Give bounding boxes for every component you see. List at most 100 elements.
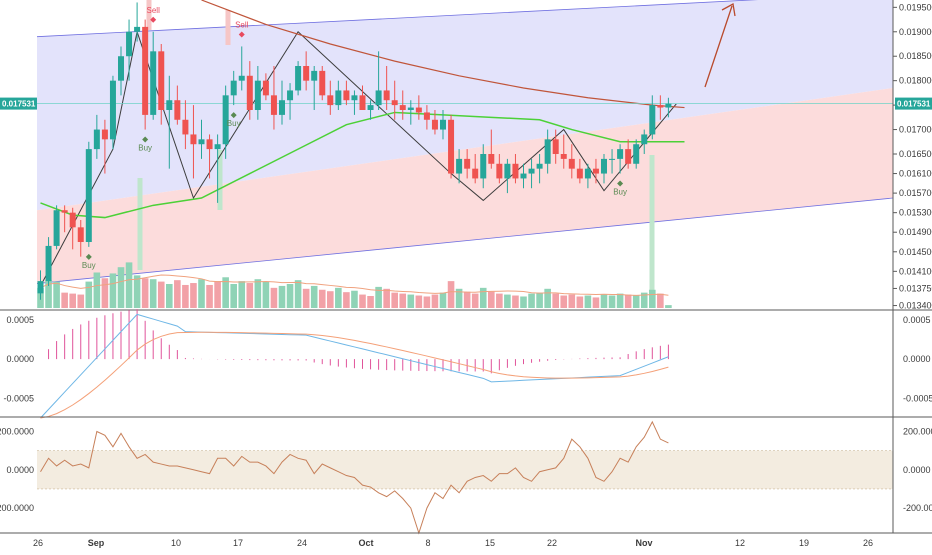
volume-bar xyxy=(576,296,584,308)
candle-body xyxy=(657,105,664,108)
candle-body xyxy=(665,103,672,108)
time-axis-label: Nov xyxy=(635,538,652,548)
volume-bar xyxy=(407,294,415,308)
volume-bar xyxy=(496,293,503,308)
cci-tick-label-left: 200.0000 xyxy=(0,426,34,436)
volume-bar xyxy=(544,288,551,308)
candle-body xyxy=(576,168,583,179)
volume-bar xyxy=(391,292,398,308)
time-axis-label: 8 xyxy=(425,538,430,548)
macd-tick-label-left: 0.0000 xyxy=(6,354,34,364)
volume-bar xyxy=(149,279,157,308)
last-price-label-left: 0.017531 xyxy=(2,100,36,109)
buy-label: Buy xyxy=(138,144,152,153)
sell-diamond-icon xyxy=(150,16,157,23)
candle-body xyxy=(568,158,575,169)
volume-bar xyxy=(528,293,535,308)
candle-body xyxy=(319,70,326,96)
candle-body xyxy=(311,70,318,81)
time-axis-label: 26 xyxy=(33,538,43,548)
candle-body xyxy=(351,95,358,101)
volume-bar xyxy=(439,292,447,308)
volume-bar xyxy=(560,295,568,308)
sell-label: Sell xyxy=(147,6,161,15)
buy-signal-marker: Buy xyxy=(82,253,96,270)
candle-body xyxy=(246,75,253,110)
cci-tick-label-left: -200.0000 xyxy=(0,503,34,513)
buy-diamond-icon xyxy=(230,112,237,119)
candle-body xyxy=(367,105,374,110)
volume-bar xyxy=(431,294,439,308)
candle-body xyxy=(69,212,76,228)
volume-bar xyxy=(447,281,455,308)
candle-body xyxy=(45,245,52,282)
volume-bar xyxy=(190,283,197,308)
candle-body xyxy=(496,163,503,179)
buy-diamond-icon xyxy=(142,136,149,143)
volume-bar xyxy=(85,281,93,308)
volume-bar xyxy=(399,293,407,308)
volume-bar xyxy=(246,283,254,308)
volume-bar xyxy=(93,272,101,308)
volume-bar xyxy=(665,305,672,308)
volume-bar xyxy=(608,295,616,308)
volume-bar xyxy=(198,279,205,308)
candle-body xyxy=(327,95,334,106)
volume-bar xyxy=(286,284,294,308)
volume-bar xyxy=(351,290,358,308)
volume-bar xyxy=(125,262,133,308)
candle-body xyxy=(238,75,245,81)
candle-body xyxy=(488,154,495,164)
volume-bar xyxy=(318,289,326,308)
candle-body xyxy=(222,95,229,145)
cci-tick-label-right: 0.0000 xyxy=(903,465,931,475)
volume-bar xyxy=(375,286,382,308)
time-axis-label: Oct xyxy=(358,538,373,548)
cci-pane[interactable] xyxy=(0,416,932,535)
volume-bar xyxy=(61,292,68,308)
candle-body xyxy=(206,139,213,150)
macd-pane[interactable] xyxy=(0,309,932,419)
volume-bar xyxy=(335,287,342,308)
volume-bar xyxy=(616,293,624,308)
candle-body xyxy=(633,144,640,164)
moving-average-red xyxy=(201,0,685,109)
candle-body xyxy=(126,31,133,57)
macd-tick-label-right: 0.0000 xyxy=(903,354,931,364)
buy-diamond-icon xyxy=(85,253,92,260)
volume-bar xyxy=(53,281,60,308)
volume-bar xyxy=(455,288,463,308)
volume-bar xyxy=(117,267,125,308)
volume-bar xyxy=(568,294,576,308)
volume-bar xyxy=(294,280,302,308)
volume-bar xyxy=(69,293,76,308)
volume-bar xyxy=(479,287,487,308)
buy-label: Buy xyxy=(227,119,241,128)
candle-body xyxy=(456,158,463,174)
cci-tick-label-right: -200.0000 xyxy=(903,503,932,513)
volume-bar xyxy=(77,294,85,308)
volume-bar xyxy=(383,288,390,308)
sell-signal-bar xyxy=(146,0,152,30)
volume-bar xyxy=(423,296,431,308)
volume-bar xyxy=(310,285,318,308)
volume-bar xyxy=(504,294,511,308)
buy-label: Buy xyxy=(82,261,96,270)
candle-body xyxy=(617,149,624,159)
price-pane[interactable]: SellSellSellBuyBuyBuyBuy xyxy=(36,0,894,308)
candle-body xyxy=(399,105,406,110)
volume-bar xyxy=(584,295,592,308)
forecast-arrow-line xyxy=(704,5,733,88)
volume-bar xyxy=(327,291,334,308)
candle-body xyxy=(464,158,471,169)
cci-tick-label-left: 0.0000 xyxy=(6,465,34,475)
volume-bar xyxy=(649,289,656,308)
candle-body xyxy=(560,154,567,159)
volume-bar xyxy=(254,279,262,308)
